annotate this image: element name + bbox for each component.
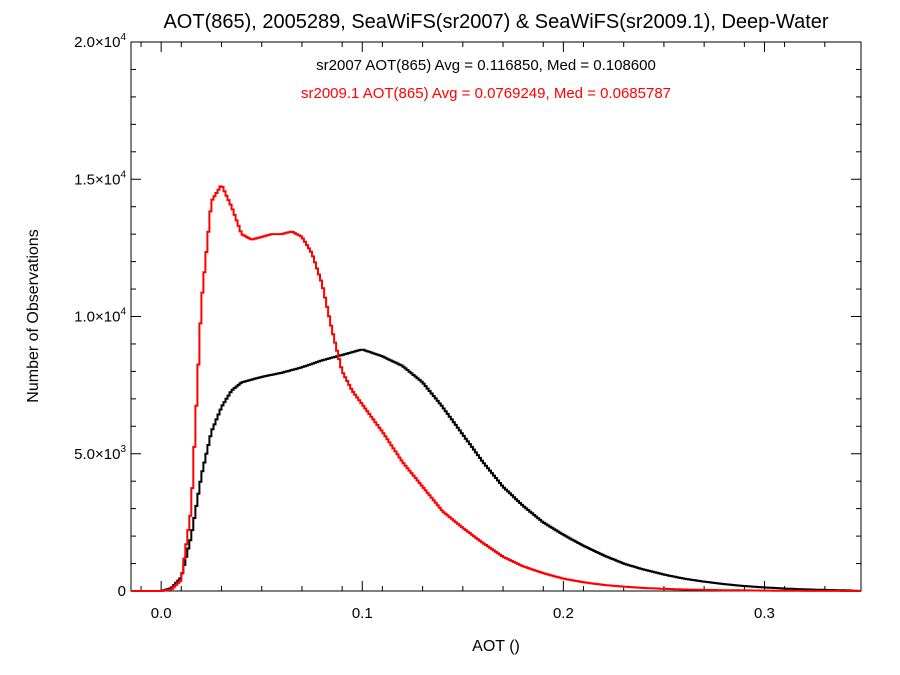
- y-axis-label: Number of Observations: [25, 229, 42, 402]
- x-tick-label: 0.1: [352, 605, 373, 622]
- x-tick-label: 0.2: [553, 605, 574, 622]
- y-tick-label: 1.0×104: [74, 307, 126, 326]
- x-tick-label: 0.3: [754, 605, 775, 622]
- plot-frame: [130, 41, 862, 592]
- plot-area: 0.0 0.1 0.2 0.3 0 5.0×103 1.0×104 1.5×104 2.0×10…: [74, 32, 862, 622]
- y-tick-label: 2.0×104: [74, 32, 126, 51]
- y-tick-label: 1.5×104: [74, 169, 126, 188]
- x-tick-label: 0.0: [151, 605, 172, 622]
- series-line-0: [131, 348, 861, 592]
- y-tick-label: 0: [118, 583, 126, 600]
- annotation-sr2009: sr2009.1 AOT(865) Avg = 0.0769249, Med =…: [301, 85, 671, 102]
- chart-title: AOT(865), 2005289, SeaWiFS(sr2007) & Sea…: [163, 11, 828, 33]
- series-line-1: [131, 185, 861, 592]
- y-tick-label: 5.0×103: [74, 444, 126, 463]
- annotation-sr2007: sr2007 AOT(865) Avg = 0.116850, Med = 0.…: [316, 57, 656, 74]
- x-axis-label: AOT (): [472, 638, 520, 655]
